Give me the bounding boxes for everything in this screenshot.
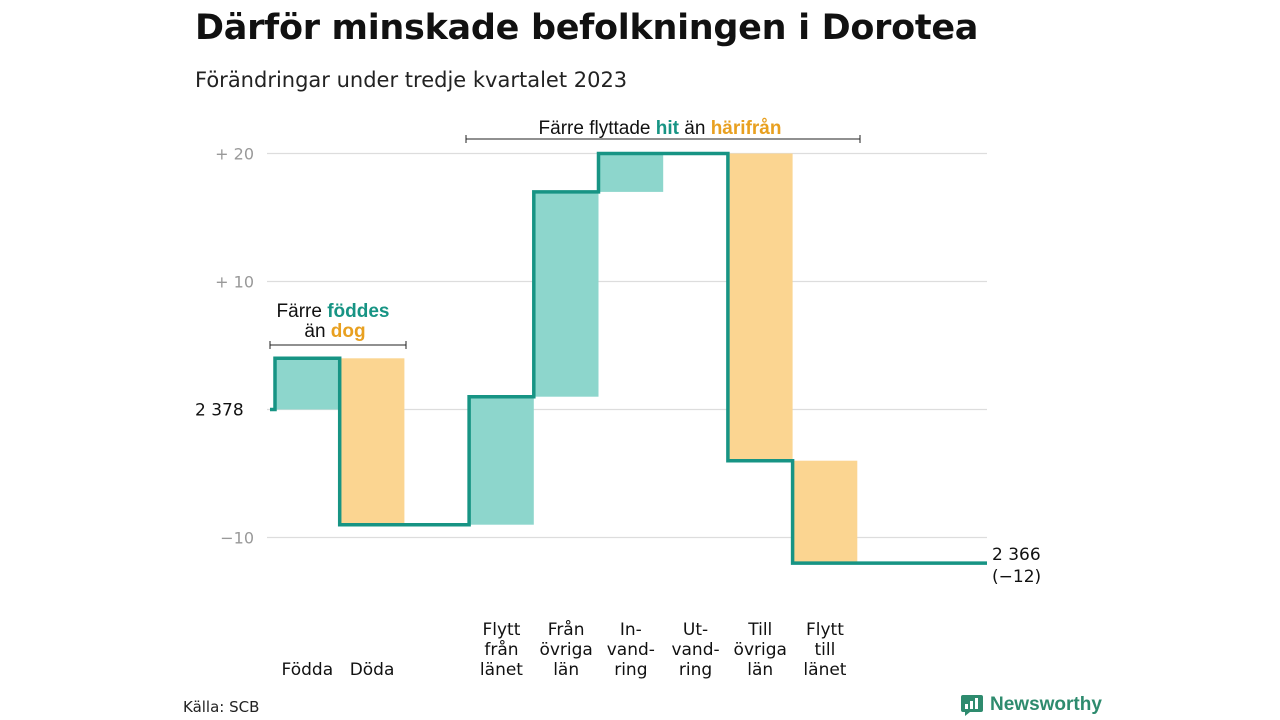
category-label: län — [747, 660, 773, 680]
y-tick-label: −10 — [220, 529, 254, 548]
bar-chart-logo-icon — [961, 695, 983, 716]
category-label: Döda — [350, 660, 395, 680]
category-label: från — [484, 639, 518, 660]
births-annotation-line1: Färre föddes — [277, 301, 390, 322]
chart-title: Därför minskade befolkningen i Dorotea — [195, 8, 979, 48]
category-label: Ut- — [683, 620, 708, 640]
inflow-bar — [275, 358, 340, 410]
start-value-label: 2 378 — [195, 401, 244, 421]
category-label: Från — [548, 619, 585, 640]
category-label: län — [553, 660, 579, 680]
chart-subtitle: Förändringar under tredje kvartalet 2023 — [195, 68, 628, 92]
category-label: Flytt — [482, 620, 520, 640]
outflow-bar — [792, 460, 858, 564]
category-label: ring — [679, 660, 712, 680]
category-label: In- — [620, 620, 642, 640]
end-value-label: 2 366 — [992, 545, 1041, 565]
births-annotation-line2: än dog — [304, 321, 365, 342]
brand-logo: Newsworthy — [960, 693, 1102, 717]
category-label: länet — [803, 660, 846, 680]
brand-name: Newsworthy — [990, 694, 1102, 715]
outflow-bar — [339, 358, 405, 525]
inflow-bar — [598, 153, 664, 192]
category-label: övriga — [734, 640, 787, 660]
category-label: ring — [614, 660, 647, 680]
migration-annotation-text: Färre flyttade hit än härifrån — [539, 118, 782, 139]
category-label: Födda — [282, 660, 334, 680]
category-label: länet — [480, 660, 523, 680]
category-label: övriga — [539, 640, 592, 660]
inflow-bar — [533, 191, 599, 397]
source-note: Källa: SCB — [183, 698, 260, 716]
cumulative-step-line — [270, 151, 987, 565]
category-label: Flytt — [806, 620, 844, 640]
category-label: till — [815, 640, 836, 660]
end-change-label: (−12) — [992, 567, 1041, 587]
y-tick-label: + 10 — [215, 273, 254, 292]
outflow-bar — [727, 153, 793, 461]
category-label: vand- — [671, 640, 719, 660]
y-tick-label: + 20 — [215, 145, 254, 164]
category-label: vand- — [607, 640, 655, 660]
category-label: Till — [747, 620, 772, 640]
inflow-bar — [469, 396, 534, 525]
